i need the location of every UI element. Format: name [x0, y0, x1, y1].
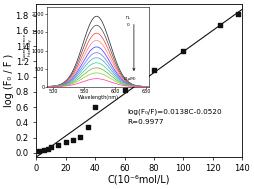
Point — [71, 138, 75, 141]
Point — [235, 13, 240, 16]
Point — [37, 150, 41, 153]
Point — [64, 140, 68, 143]
Point — [86, 125, 90, 129]
Text: log(F₀/F)=0.0138C-0.0520: log(F₀/F)=0.0138C-0.0520 — [128, 108, 222, 115]
X-axis label: C(10⁻⁶mol/L): C(10⁻⁶mol/L) — [108, 175, 170, 185]
Point — [78, 136, 83, 139]
Point — [42, 148, 46, 151]
Point — [152, 68, 156, 71]
Point — [56, 143, 60, 146]
Point — [93, 106, 97, 109]
Point — [181, 50, 185, 53]
Y-axis label: log (F₀ / F ): log (F₀ / F ) — [4, 54, 14, 107]
Text: R=0.9977: R=0.9977 — [128, 119, 164, 125]
Point — [122, 88, 126, 91]
Point — [46, 147, 50, 150]
Point — [218, 23, 222, 26]
Point — [49, 146, 53, 149]
